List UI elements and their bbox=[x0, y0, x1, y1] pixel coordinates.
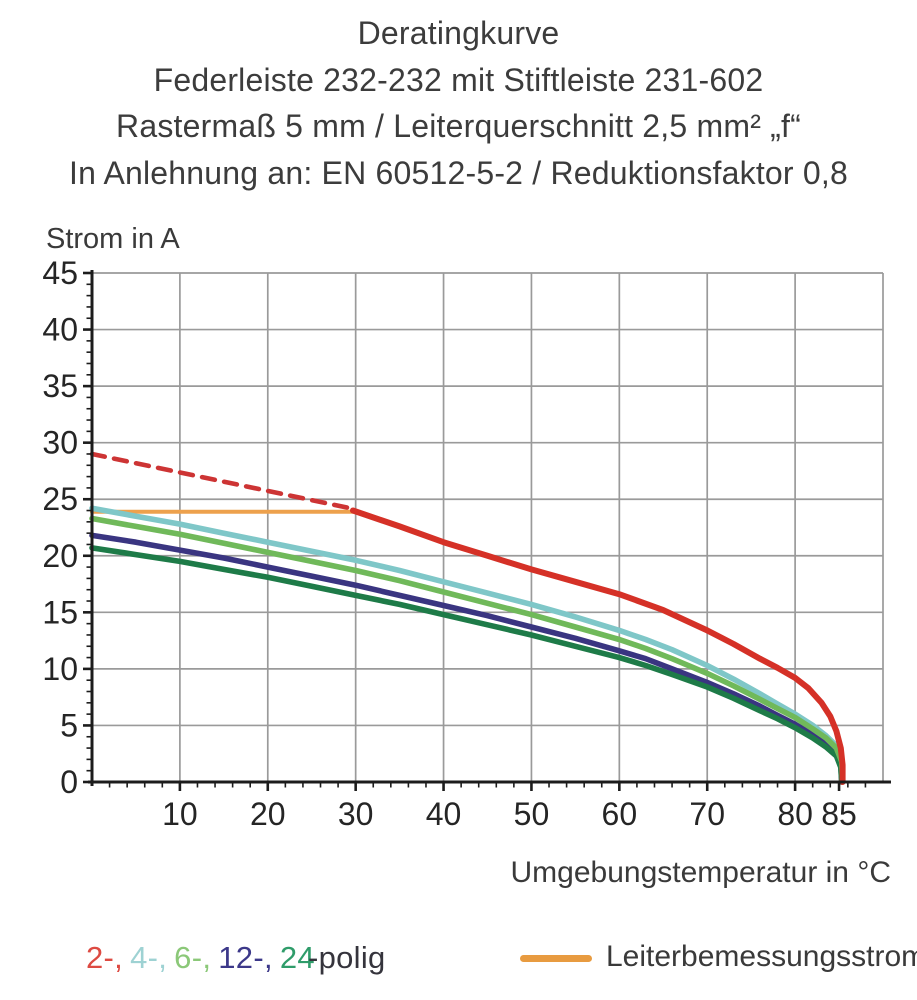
legend-pole: 4-, bbox=[130, 940, 168, 975]
curve-12-polig bbox=[89, 532, 845, 785]
curve-6-polig bbox=[89, 515, 846, 785]
y-tick-label: 35 bbox=[42, 368, 78, 404]
y-tick-label: 45 bbox=[42, 255, 78, 291]
chart-subtitle-norm: In Anlehnung an: EN 60512-5-2 / Reduktio… bbox=[69, 154, 848, 191]
y-tick-label: 5 bbox=[60, 707, 78, 743]
x-tick-label: 40 bbox=[426, 796, 462, 832]
x-tick-label: 70 bbox=[689, 796, 725, 832]
y-tick-label: 10 bbox=[42, 651, 78, 687]
chart-subtitle-products: Federleiste 232-232 mit Stiftleiste 231-… bbox=[153, 61, 764, 98]
y-tick-label: 15 bbox=[42, 594, 78, 630]
y-tick-label: 0 bbox=[60, 764, 78, 800]
curve-2-polig bbox=[350, 507, 846, 785]
legend-pole: 24 bbox=[279, 940, 315, 975]
chart-title: Deratingkurve bbox=[357, 15, 560, 51]
legend-pole: 2-, bbox=[86, 940, 124, 975]
x-tick-label: 85 bbox=[821, 796, 857, 832]
rated-current-line-swatch bbox=[520, 954, 592, 962]
y-tick-label: 40 bbox=[42, 312, 78, 348]
legend-poles: 2-, 4-, 6-, 12-, 24-polig bbox=[86, 940, 386, 976]
legend-polig-suffix: -polig bbox=[307, 940, 386, 975]
x-tick-label: 30 bbox=[338, 796, 374, 832]
y-tick-label: 20 bbox=[42, 538, 78, 574]
x-axis-label: Umgebungstemperatur in °C bbox=[510, 856, 891, 889]
legend-pole: 6-, bbox=[174, 940, 212, 975]
chart-svg: 0 5 10 15 20 25 30 35 40 45 10 20 30 40 50 60 70 80 85 bbox=[42, 255, 891, 832]
curve-2-polig-ohne-reduktionsfaktor-gestrichelt- bbox=[89, 451, 359, 512]
x-tick-label: 10 bbox=[162, 796, 198, 832]
legend-pole: 12-, bbox=[218, 940, 273, 975]
y-tick-label: 25 bbox=[42, 481, 78, 517]
rated-current-label: Leiterbemessungsstrom bbox=[606, 940, 917, 973]
x-tick-label: 80 bbox=[777, 796, 813, 832]
chart-subtitle-specs: Rastermaß 5 mm / Leiterquerschnitt 2,5 m… bbox=[116, 108, 801, 144]
y-tick-label: 30 bbox=[42, 425, 78, 461]
x-tick-label: 20 bbox=[250, 796, 286, 832]
x-tick-label: 50 bbox=[514, 796, 550, 832]
curve-4-polig bbox=[89, 505, 846, 785]
chart-title-block: Deratingkurve Federleiste 232-232 mit St… bbox=[0, 10, 917, 196]
legend-rated-current: Leiterbemessungsstrom bbox=[520, 940, 917, 974]
y-axis-label: Strom in A bbox=[46, 223, 180, 255]
curve-24-polig bbox=[89, 545, 845, 785]
x-tick-label: 60 bbox=[602, 796, 638, 832]
